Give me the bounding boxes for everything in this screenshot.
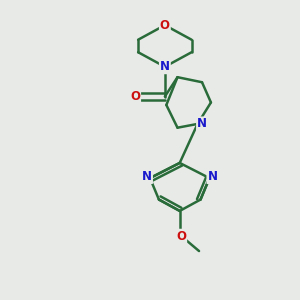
Text: O: O xyxy=(130,90,140,103)
Text: O: O xyxy=(160,19,170,32)
Text: N: N xyxy=(142,170,152,183)
Text: N: N xyxy=(160,60,170,73)
Text: N: N xyxy=(197,117,207,130)
Text: O: O xyxy=(176,230,186,243)
Text: N: N xyxy=(207,170,218,183)
